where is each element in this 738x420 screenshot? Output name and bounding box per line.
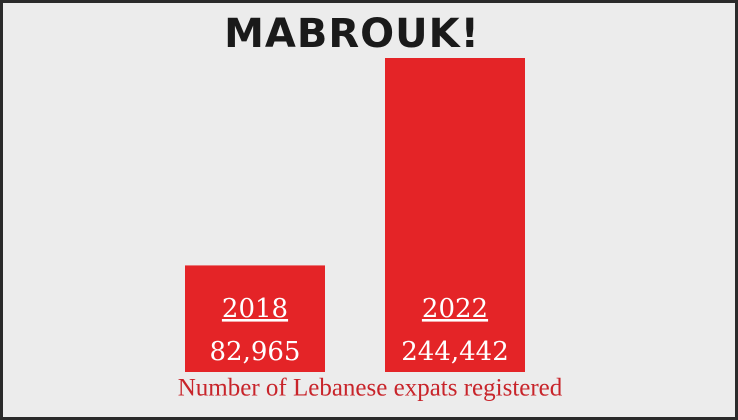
bar [185, 265, 325, 372]
x-axis-label: Number of Lebanese expats registered [178, 375, 563, 402]
bar [385, 58, 525, 372]
category-label: 2018 [222, 294, 288, 324]
value-label: 82,965 [210, 337, 301, 367]
category-label: 2022 [422, 294, 488, 324]
chart-title: MABROUK! [224, 11, 480, 57]
value-label: 244,442 [401, 337, 509, 367]
